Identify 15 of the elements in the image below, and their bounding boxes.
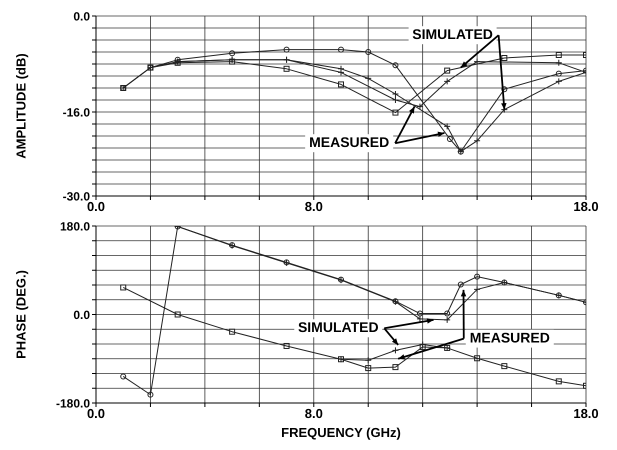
x-tick-label: 8.0 <box>304 406 323 422</box>
annotation: MEASURED <box>470 329 550 346</box>
x-tick-label: 18.0 <box>573 199 599 214</box>
x-tick-label: 18.0 <box>573 406 599 422</box>
annotation: MEASURED <box>309 134 390 150</box>
y-axis-title: PHASE (DEG.) <box>13 270 28 359</box>
y-tick-label: 0.0 <box>73 308 90 322</box>
annotation: SIMULATED <box>412 26 493 42</box>
y-axis-title: AMPLITUDE (dB) <box>13 53 28 159</box>
x-axis-title: FREQUENCY (GHz) <box>281 425 401 440</box>
x-tick-label: 8.0 <box>304 199 323 214</box>
y-tick-label: 180.0 <box>60 219 90 234</box>
annotation: SIMULATED <box>298 318 379 335</box>
y-tick-label: -16.0 <box>62 105 90 120</box>
y-tick-label: 0.0 <box>73 9 90 24</box>
